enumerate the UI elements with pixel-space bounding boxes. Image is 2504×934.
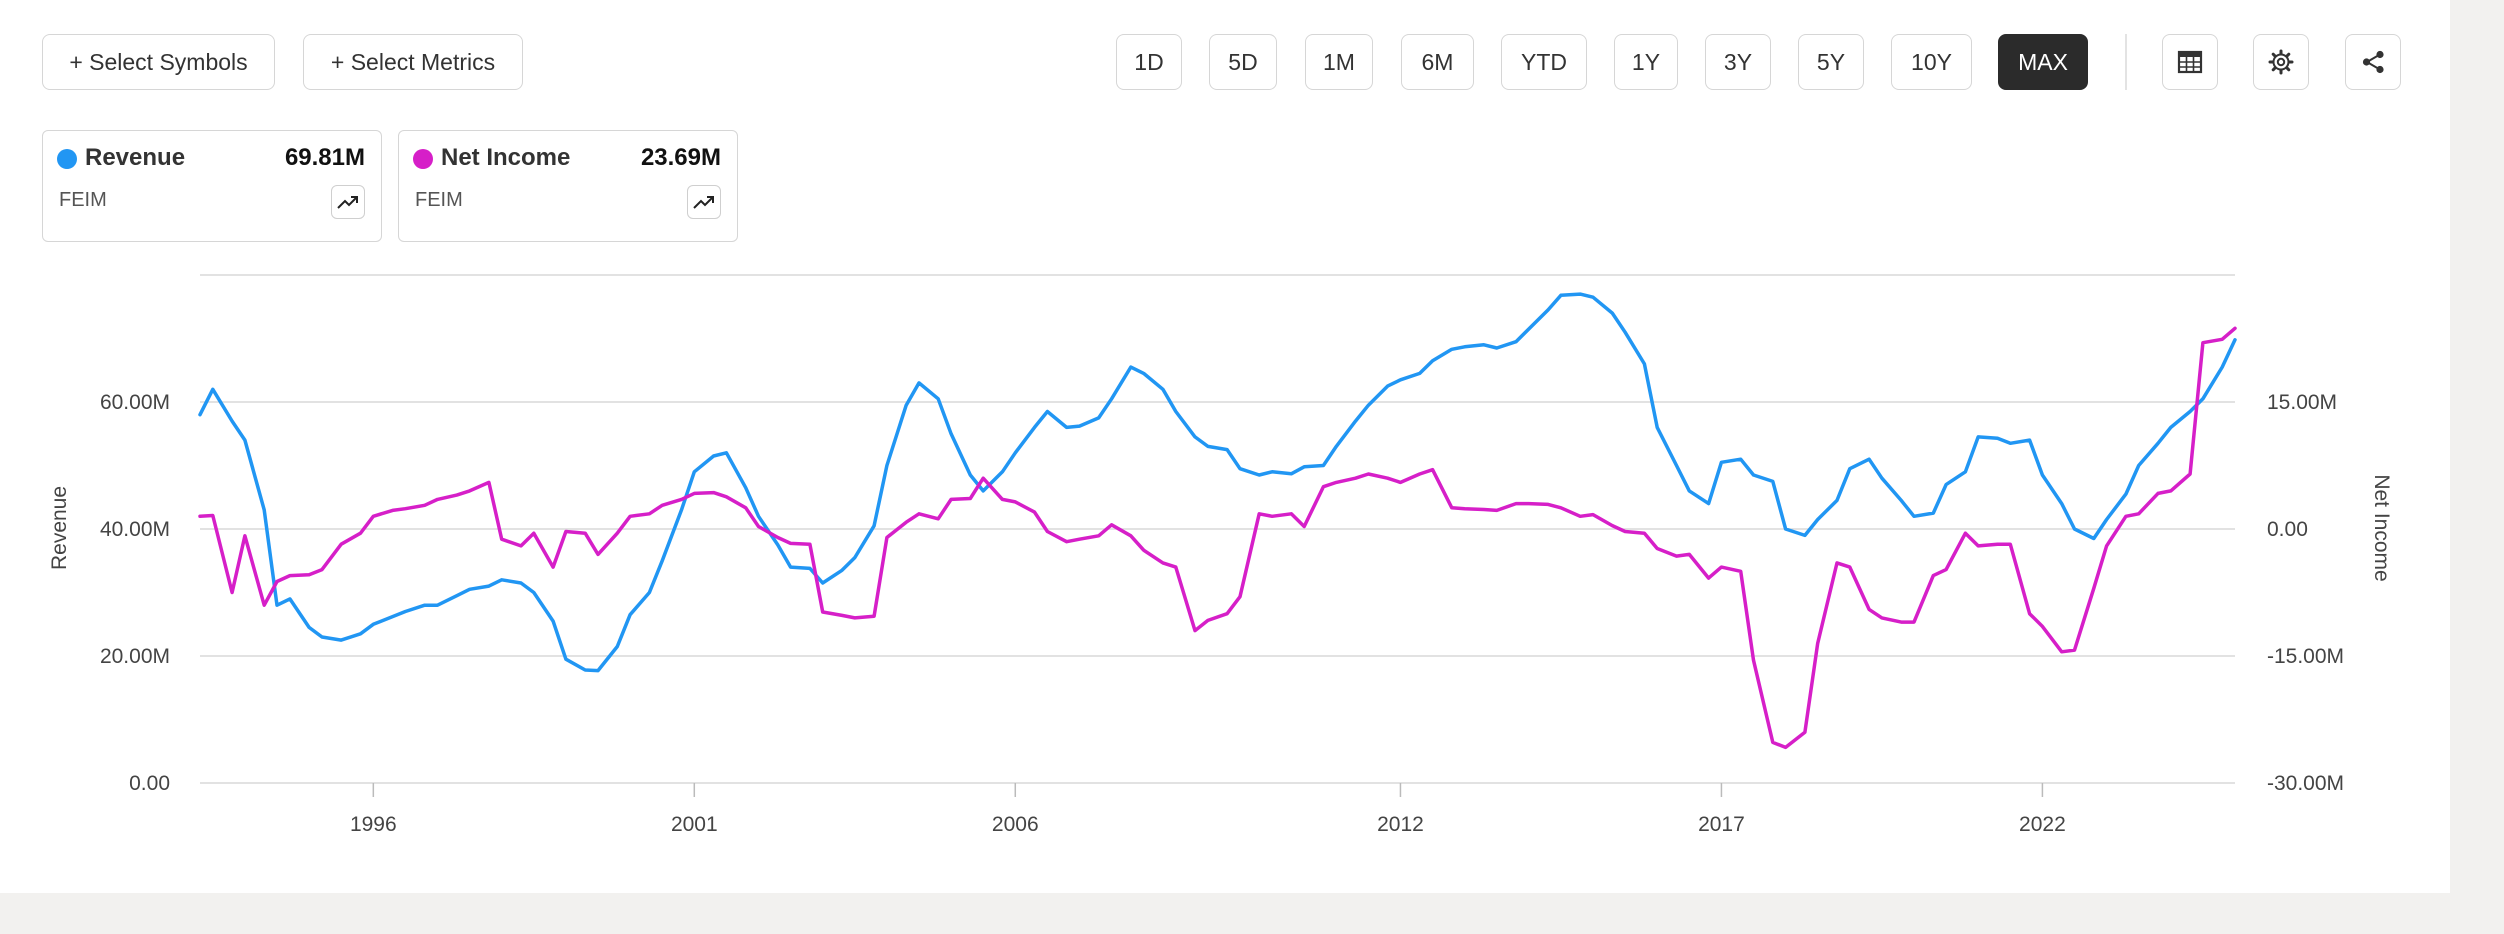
right-tick-label: -30.00M [2267, 772, 2344, 795]
trend-icon [693, 196, 714, 209]
revenue-symbol: FEIM [59, 189, 107, 211]
toolbar-divider [2125, 34, 2127, 90]
left-tick-label: 40.00M [100, 518, 170, 541]
range-ytd-button[interactable]: YTD [1501, 34, 1587, 90]
table-icon [2177, 50, 2203, 74]
range-1m-button[interactable]: 1M [1305, 34, 1373, 90]
net-income-color-dot [413, 149, 433, 169]
settings-button[interactable] [2253, 34, 2309, 90]
revenue-label: Revenue [85, 144, 186, 171]
range-10y-button[interactable]: 10Y [1891, 34, 1972, 90]
net-income-label: Net Income [441, 144, 571, 171]
right-tick-label: 15.00M [2267, 391, 2337, 414]
net-income-symbol: FEIM [415, 189, 463, 211]
x-tick-label: 2017 [1698, 813, 1745, 836]
chart-grid [200, 274, 2235, 784]
x-tick-label: 2012 [1377, 813, 1424, 836]
chart-panel: + Select Symbols + Select Metrics 1D 5D … [0, 0, 2450, 893]
gear-icon [2268, 49, 2294, 75]
left-axis: 0.00 20.00M 40.00M 60.00M [100, 391, 170, 795]
range-5d-button[interactable]: 5D [1209, 34, 1277, 90]
right-axis: -30.00M -15.00M 0.00 15.00M [2267, 391, 2344, 795]
x-tick-label: 1996 [350, 813, 397, 836]
right-tick-label: -15.00M [2267, 645, 2344, 668]
net-income-value: 23.69M [640, 144, 721, 171]
revenue-color-dot [57, 149, 77, 169]
left-tick-label: 20.00M [100, 645, 170, 668]
x-tick-label: 2006 [992, 813, 1039, 836]
left-tick-label: 0.00 [129, 772, 170, 795]
net-income-series-line [198, 326, 2237, 750]
share-icon [2362, 50, 2384, 74]
right-axis-label: Net Income [2370, 474, 2393, 581]
select-metrics-button[interactable]: + Select Metrics [303, 34, 523, 90]
range-max-button[interactable]: MAX [1998, 34, 2088, 90]
trend-icon [337, 196, 358, 209]
revenue-legend-card[interactable]: Revenue 69.81M FEIM [42, 130, 382, 242]
range-3y-button[interactable]: 3Y [1705, 34, 1771, 90]
net-income-legend-card[interactable]: Net Income 23.69M FEIM [398, 130, 738, 242]
line-chart: 0.00 20.00M 40.00M 60.00M -30.00M -15.00M 0.0… [48, 274, 2393, 836]
revenue-trend-button[interactable] [331, 185, 365, 219]
net-income-trend-button[interactable] [687, 185, 721, 219]
revenue-value: 69.81M [284, 144, 365, 171]
range-1y-button[interactable]: 1Y [1614, 34, 1678, 90]
range-6m-button[interactable]: 6M [1401, 34, 1474, 90]
range-1d-button[interactable]: 1D [1116, 34, 1182, 90]
right-tick-label: 0.00 [2267, 518, 2308, 541]
left-tick-label: 60.00M [100, 391, 170, 414]
x-tick-label: 2001 [671, 813, 718, 836]
series-lines [198, 292, 2237, 750]
left-axis-label: Revenue [48, 486, 71, 570]
revenue-series-line [198, 292, 2237, 673]
select-symbols-button[interactable]: + Select Symbols [42, 34, 275, 90]
table-view-button[interactable] [2162, 34, 2218, 90]
share-button[interactable] [2345, 34, 2401, 90]
x-axis: 1996 2001 2006 2012 2017 2022 [350, 783, 2066, 836]
range-5y-button[interactable]: 5Y [1798, 34, 1864, 90]
x-tick-label: 2022 [2019, 813, 2066, 836]
